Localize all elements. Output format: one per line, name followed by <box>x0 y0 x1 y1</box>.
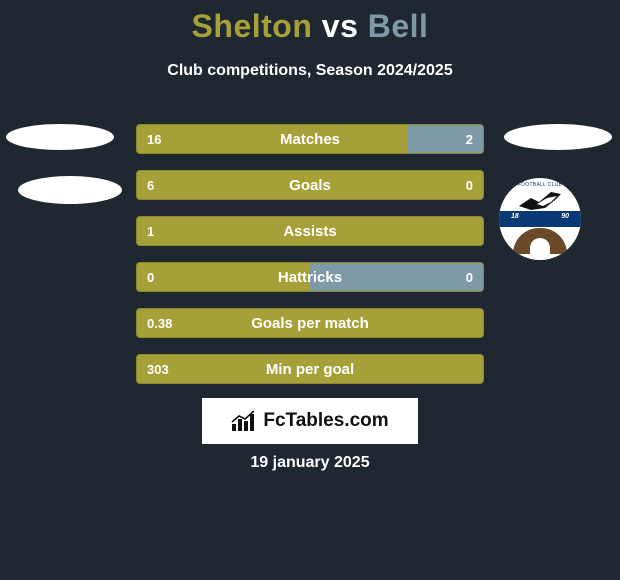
stat-row: 303Min per goal <box>136 354 484 384</box>
stat-row: 60Goals <box>136 170 484 200</box>
stat-value-right: 0 <box>466 270 473 285</box>
decorative-ellipse-right-1 <box>504 124 612 150</box>
stat-bars: 162Matches60Goals1Assists00Hattricks0.38… <box>136 124 484 400</box>
stat-value-left: 16 <box>147 132 161 147</box>
player1-name: Shelton <box>192 8 313 44</box>
stat-bar-right: 2 <box>407 125 483 153</box>
stat-bar-left: 6 <box>137 171 473 199</box>
bars-icon <box>231 410 257 432</box>
stat-value-right: 2 <box>466 132 473 147</box>
stat-bar-left: 303 <box>137 355 473 383</box>
crest-year-2: 90 <box>561 213 569 220</box>
crest-magpie-icon <box>517 188 563 212</box>
stat-bar-right <box>473 355 483 383</box>
crest-year-1: 18 <box>511 213 519 220</box>
stat-value-left: 0 <box>147 270 154 285</box>
player2-name: Bell <box>368 8 429 44</box>
decorative-ellipse-left-2 <box>18 176 122 204</box>
infographic-canvas: Shelton vs Bell Club competitions, Seaso… <box>0 0 620 580</box>
stat-bar-left: 16 <box>137 125 407 153</box>
footer-date: 19 january 2025 <box>0 454 620 472</box>
stat-value-right: 0 <box>466 178 473 193</box>
club-crest-icon: FOOTBALL CLUB 18 90 <box>499 178 581 260</box>
stat-row: 1Assists <box>136 216 484 246</box>
stat-bar-left: 0.38 <box>137 309 473 337</box>
comparison-title: Shelton vs Bell <box>0 8 620 45</box>
stat-value-left: 0.38 <box>147 316 172 331</box>
stat-bar-right <box>473 309 483 337</box>
brand-name: FcTables.com <box>263 410 388 432</box>
subtitle: Club competitions, Season 2024/2025 <box>0 62 620 80</box>
decorative-ellipse-left-1 <box>6 124 114 150</box>
stat-value-left: 303 <box>147 362 169 377</box>
stat-bar-left: 1 <box>137 217 473 245</box>
brand-footer: FcTables.com <box>202 398 418 444</box>
stat-row: 0.38Goals per match <box>136 308 484 338</box>
stat-row: 162Matches <box>136 124 484 154</box>
stat-value-left: 1 <box>147 224 154 239</box>
stat-bar-right: 0 <box>310 263 483 291</box>
crest-bridge-arch <box>530 238 550 254</box>
stat-value-left: 6 <box>147 178 154 193</box>
stat-bar-right <box>473 217 483 245</box>
stat-row: 00Hattricks <box>136 262 484 292</box>
stat-bar-left: 0 <box>137 263 310 291</box>
title-vs: vs <box>322 8 359 44</box>
stat-bar-right: 0 <box>473 171 483 199</box>
